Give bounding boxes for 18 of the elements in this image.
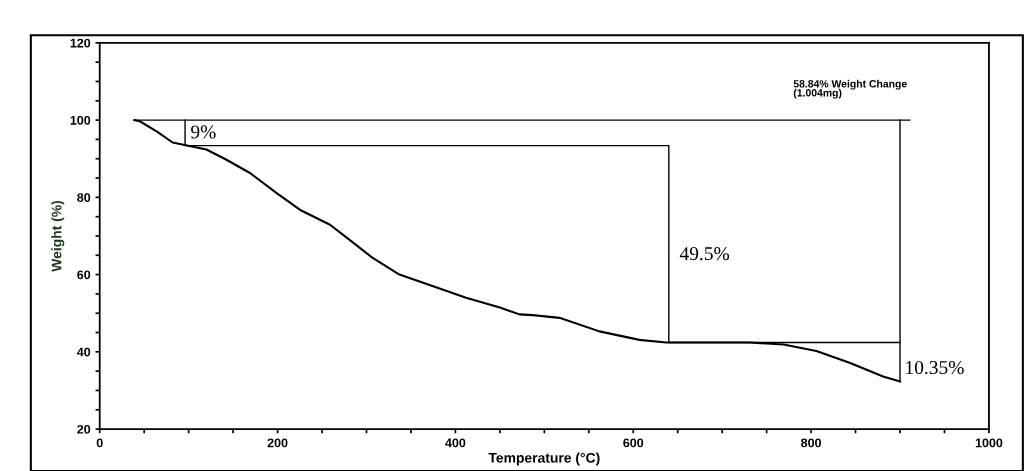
y-tick-label: 20: [77, 424, 91, 434]
x-tick-label: 600: [623, 438, 644, 448]
y-axis-title: Weight (%): [51, 200, 65, 272]
x-tick-label: 800: [801, 438, 822, 448]
y-tick-label: 120: [70, 38, 91, 48]
y-tick-label: 40: [76, 347, 91, 357]
x-axis-title: Temperature (°C): [488, 452, 600, 466]
annotation: 49.5%: [679, 247, 730, 261]
y-tick-label: 100: [70, 115, 91, 125]
annotation: 10.35%: [906, 360, 964, 375]
x-tick-label: 400: [445, 438, 466, 448]
y-tick-label: 60: [77, 270, 91, 280]
x-tick-label: 0: [96, 438, 103, 448]
y-tick-label: 80: [77, 193, 91, 202]
x-tick-label: 200: [267, 438, 288, 448]
x-tick-label: 1000: [975, 438, 1003, 448]
annotation: 58.84% Weight Change (1.004mg): [793, 79, 907, 99]
annotation: 9%: [191, 125, 216, 139]
